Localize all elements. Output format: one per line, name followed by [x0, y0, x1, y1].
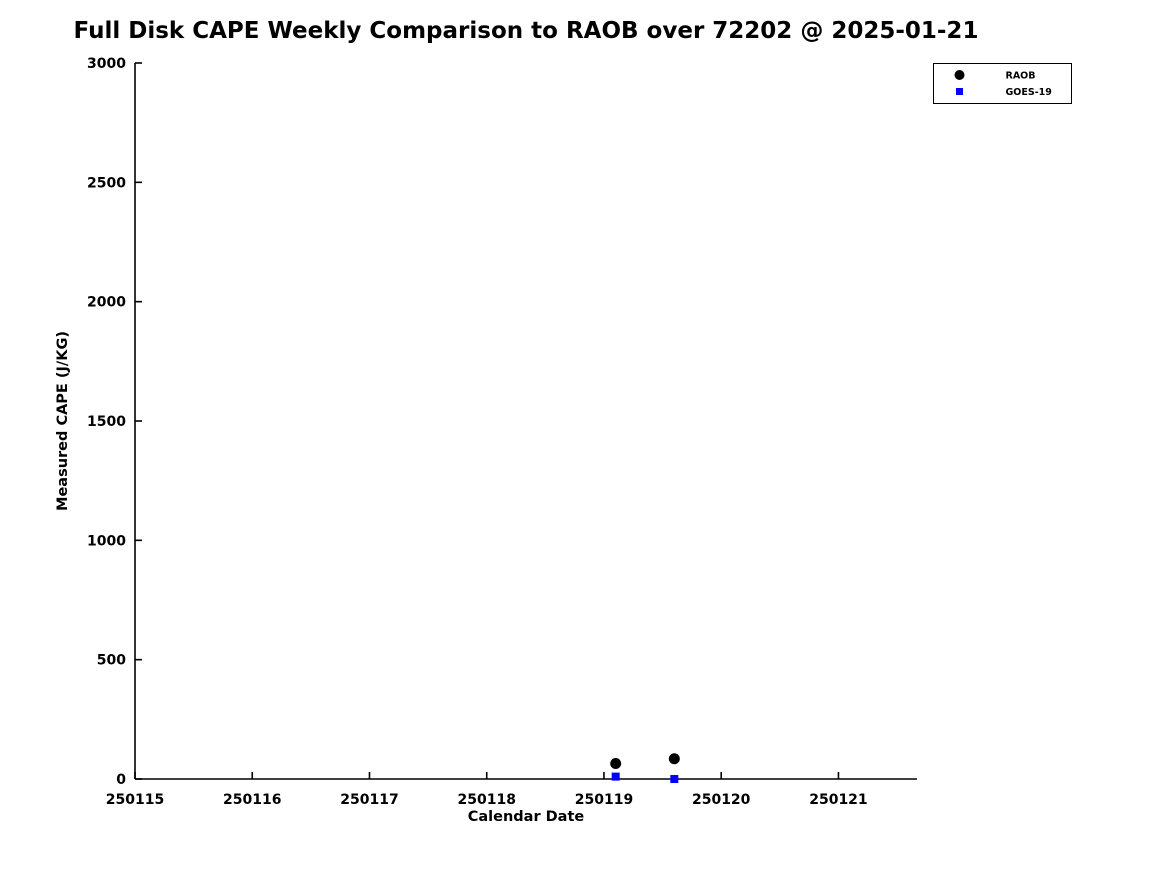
legend-box [933, 63, 1072, 104]
chart-title: Full Disk CAPE Weekly Comparison to RAOB… [73, 18, 979, 44]
y-tick-label: 3000 [87, 56, 126, 72]
x-tick-label: 250119 [575, 792, 633, 808]
data-point-goes-19 [670, 775, 679, 783]
x-tick-label: 250121 [809, 792, 867, 808]
x-axis-label: Calendar Date [468, 809, 585, 825]
x-tick-label: 250118 [457, 792, 515, 808]
y-tick-label: 1000 [87, 533, 126, 549]
y-tick-label: 2000 [87, 295, 126, 311]
legend-marker-raob [954, 70, 965, 80]
data-point-raob [668, 753, 680, 765]
legend-marker-goes-19 [956, 88, 963, 95]
data-point-goes-19 [611, 772, 620, 781]
legend-label-goes-19: GOES-19 [1006, 87, 1052, 98]
y-axis-label: Measured CAPE (J/KG) [55, 331, 71, 511]
y-tick-label: 2500 [87, 175, 126, 191]
y-tick-label: 500 [97, 653, 126, 669]
x-tick-label: 250120 [692, 792, 751, 808]
y-tick-label: 0 [116, 772, 126, 788]
y-tick-label: 1500 [87, 414, 126, 430]
x-tick-label: 250117 [340, 792, 398, 808]
legend-label-raob: RAOB [1006, 71, 1036, 82]
x-tick-label: 250115 [106, 792, 164, 808]
x-tick-label: 250116 [223, 792, 281, 808]
data-point-raob [610, 757, 622, 769]
